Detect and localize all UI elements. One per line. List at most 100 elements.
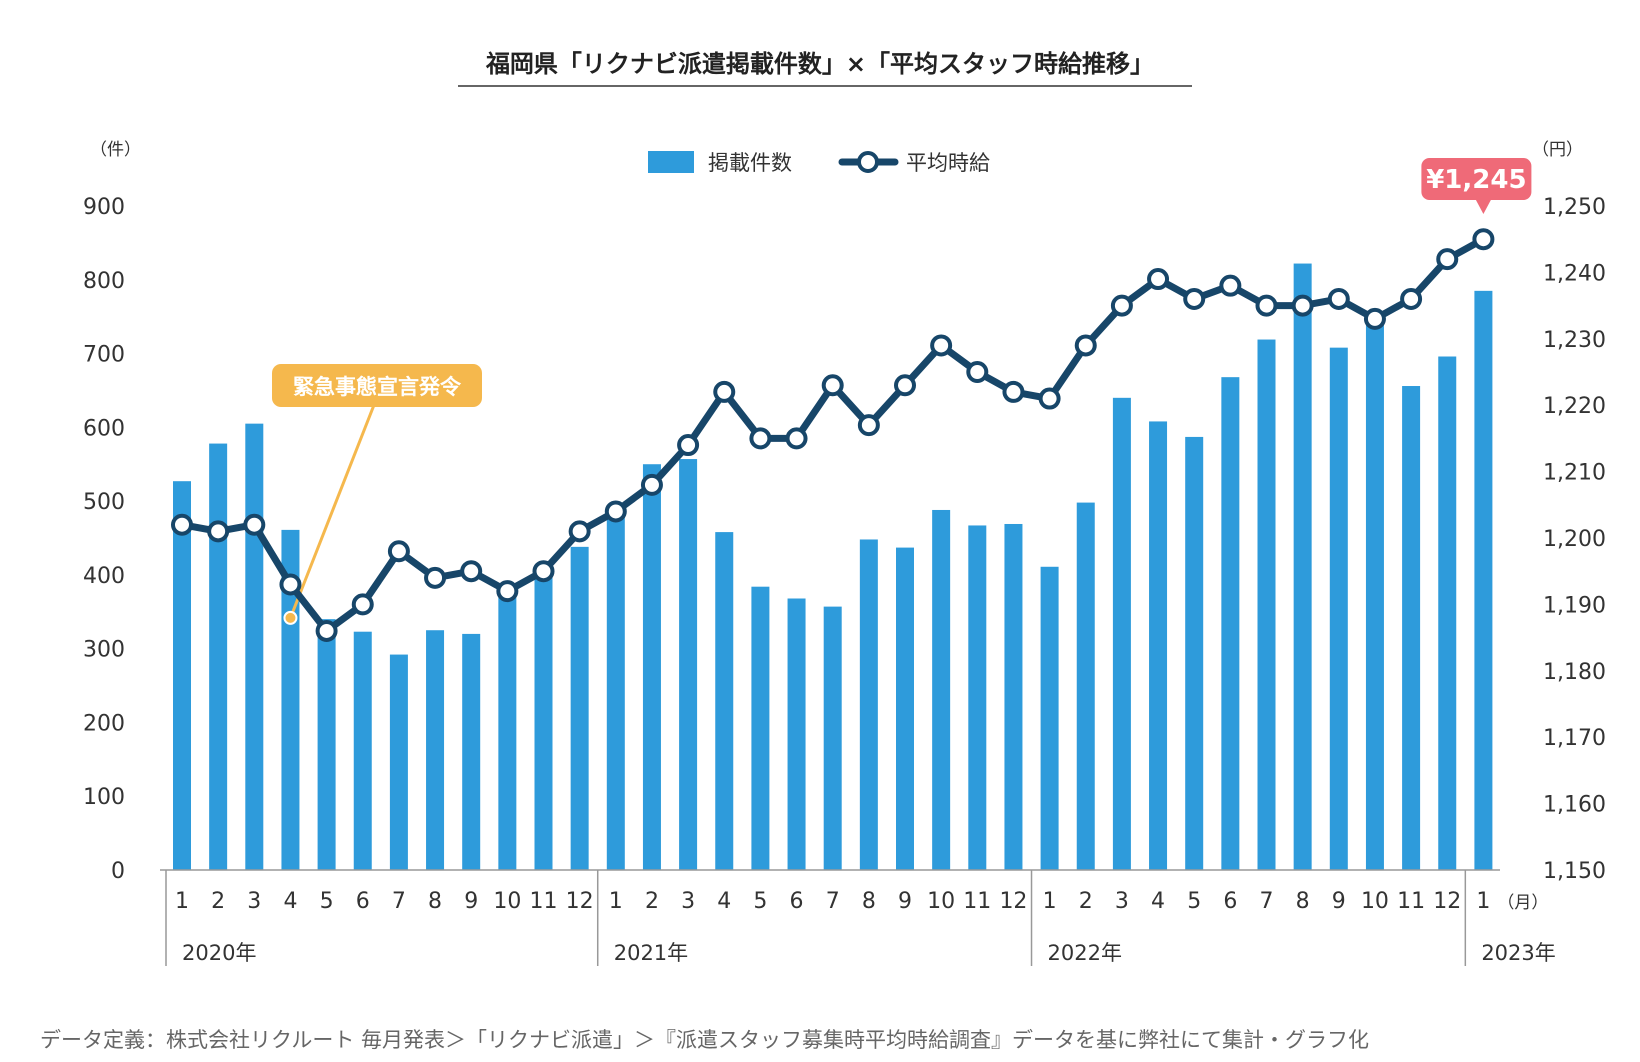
month-label: 10: [927, 889, 955, 914]
wage-point: [1291, 294, 1314, 317]
wage-point: [857, 414, 880, 437]
wage-point: [930, 334, 953, 357]
month-label: 1: [609, 889, 623, 914]
bar: [1149, 421, 1168, 870]
callout-box: [272, 364, 482, 407]
left-tick-label: 900: [83, 195, 125, 220]
price-callout-pointer: [1475, 199, 1492, 214]
bar: [1076, 502, 1095, 870]
wage-point: [532, 560, 555, 583]
legend-line-label: 平均時給: [906, 151, 990, 175]
year-label: 2020年: [182, 941, 256, 965]
line-series: [171, 228, 1495, 642]
price-callout-box: [1421, 158, 1532, 200]
wage-point: [387, 540, 410, 563]
wage-point: [604, 500, 627, 523]
right-tick-label: 1,200: [1543, 527, 1606, 552]
wage-point: [1183, 287, 1206, 310]
month-label: 2: [1079, 889, 1093, 914]
wage-point: [1472, 228, 1495, 251]
month-label: 5: [1187, 889, 1201, 914]
wage-point: [1255, 294, 1278, 317]
month-label: 4: [717, 889, 731, 914]
bar: [823, 606, 842, 870]
bar: [715, 532, 734, 870]
bar: [389, 654, 408, 870]
bar: [1185, 436, 1204, 870]
wage-point: [713, 380, 736, 403]
month-label: 2: [211, 889, 225, 914]
bar: [787, 598, 806, 870]
bar: [1474, 290, 1493, 870]
right-tick-label: 1,180: [1543, 660, 1606, 685]
bar: [209, 443, 228, 870]
month-label: 7: [826, 889, 840, 914]
wage-point: [677, 434, 700, 457]
wage-point: [1074, 334, 1097, 357]
month-label: 11: [530, 889, 558, 914]
bar: [1221, 377, 1240, 870]
month-label: 8: [428, 889, 442, 914]
month-label: 9: [1332, 889, 1346, 914]
bar: [1004, 523, 1023, 870]
right-tick-label: 1,210: [1543, 461, 1606, 486]
month-label: 3: [247, 889, 261, 914]
month-label: 11: [1397, 889, 1425, 914]
bar: [353, 631, 372, 870]
month-label: 12: [999, 889, 1027, 914]
left-axis-unit: （件）: [90, 140, 141, 160]
month-label: 1: [175, 889, 189, 914]
bar: [932, 509, 951, 870]
wage-point: [785, 427, 808, 450]
month-label: 12: [566, 889, 594, 914]
right-tick-label: 1,230: [1543, 328, 1606, 353]
month-unit-label: （月）: [1497, 893, 1548, 913]
bar: [1402, 386, 1421, 870]
left-tick-label: 400: [83, 564, 125, 589]
bar: [751, 586, 770, 870]
wage-point: [821, 374, 844, 397]
year-label: 2022年: [1048, 941, 1122, 965]
bar: [896, 547, 914, 870]
emergency-callout: 緊急事態宣言発令: [272, 364, 482, 625]
bar: [317, 619, 336, 870]
month-label: 9: [898, 889, 912, 914]
wage-point: [1002, 380, 1025, 403]
right-axis-ticks: 1,150 1,160 1,170 1,180 1,190 1,200 1,210 1,220…: [1543, 195, 1606, 884]
wage-point: [894, 374, 916, 397]
month-label: 10: [1361, 889, 1389, 914]
month-label: 1: [1476, 889, 1490, 914]
wage-point: [207, 520, 230, 543]
bar: [1112, 397, 1131, 870]
wage-point: [351, 593, 374, 616]
year-label: 2021年: [614, 941, 688, 965]
left-tick-label: 700: [83, 343, 125, 368]
bar: [859, 539, 878, 870]
chart-title: 福岡県「リクナビ派遣掲載件数」×「平均スタッフ時給推移」: [485, 50, 1154, 78]
footnote: データ定義：株式会社リクルート 毎月発表＞「リクナビ派遣」＞『派遣スタッフ募集時…: [40, 1028, 1369, 1052]
bar: [534, 576, 553, 870]
wage-point: [171, 513, 193, 536]
left-axis-ticks: 0 100 200 300 400 500 600 700 800 900: [83, 195, 125, 884]
wage-point: [1038, 387, 1061, 410]
wage-point: [243, 513, 266, 536]
bar: [173, 481, 191, 870]
bar: [426, 630, 445, 870]
left-tick-label: 0: [111, 859, 125, 884]
wage-point: [568, 520, 591, 543]
legend: 掲載件数 平均時給: [648, 151, 990, 175]
bar-series: [173, 263, 1493, 871]
month-label: 2: [645, 889, 659, 914]
month-label: 3: [681, 889, 695, 914]
bar: [968, 525, 987, 870]
month-label: 3: [1115, 889, 1129, 914]
wage-point: [1147, 268, 1170, 291]
bar: [1438, 356, 1457, 870]
year-labels: 2020年 2021年 2022年 2023年: [165, 870, 1556, 966]
callout-leader: [289, 404, 376, 619]
callout-text: 緊急事態宣言発令: [293, 375, 462, 399]
wage-point: [966, 361, 989, 383]
wage-point: [640, 473, 663, 496]
left-tick-label: 100: [83, 785, 125, 810]
